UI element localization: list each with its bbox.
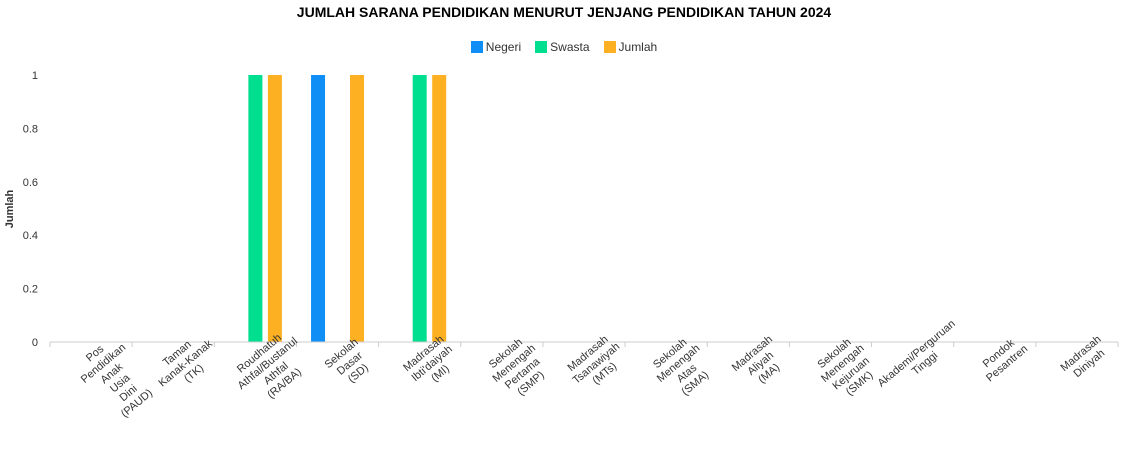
x-tick-label: SekolahDasar(SD) — [323, 336, 378, 391]
y-tick-label: 0.8 — [23, 123, 38, 135]
y-tick-label: 0.4 — [23, 230, 38, 242]
svg-text:PondokPesantren: PondokPesantren — [976, 333, 1030, 384]
bars-layer — [248, 75, 447, 342]
bar-swasta[interactable] — [412, 75, 427, 342]
svg-text:RoudhatuhAthfal/BustanulAthfal: RoudhatuhAthfal/BustanulAthfal(RA/BA) — [227, 325, 316, 412]
bar-jumlah[interactable] — [350, 75, 365, 342]
legend-item-jumlah[interactable]: Jumlah — [603, 40, 658, 54]
y-tick-label: 0.2 — [23, 284, 38, 296]
svg-text:MadrasahTsanawiyah(MTs): MadrasahTsanawiyah(MTs) — [562, 331, 630, 397]
x-tick-label: SekolahMenengahKejuruan(SMK) — [811, 332, 884, 404]
x-tick-label: MadrasahTsanawiyah(MTs) — [562, 331, 630, 397]
svg-text:SekolahMenengahKejuruan(SMK): SekolahMenengahKejuruan(SMK) — [811, 332, 884, 404]
svg-text:TamanKanak-Kanak(TK): TamanKanak-Kanak(TK) — [148, 328, 223, 400]
legend: Negeri Swasta Jumlah — [0, 40, 1128, 54]
svg-text:PosPendidikanAnakUsiaDini(PAUD: PosPendidikanAnakUsiaDini(PAUD) — [70, 332, 161, 426]
y-tick-label: 0.6 — [23, 177, 38, 189]
x-tick-label: PosPendidikanAnakUsiaDini(PAUD) — [70, 332, 161, 426]
bar-swasta[interactable] — [248, 75, 263, 342]
x-tick-label: PondokPesantren — [976, 333, 1031, 385]
x-tick-label: SekolahMenengahAtas(SMA) — [646, 332, 719, 404]
legend-swatch-negeri — [470, 41, 483, 53]
x-tick-label: RoudhatuhAthfal/BustanulAthfal(RA/BA) — [227, 325, 316, 412]
bar-negeri[interactable] — [311, 75, 326, 342]
svg-text:SekolahMenengahPertama(SMP): SekolahMenengahPertama(SMP) — [482, 332, 555, 404]
x-tick-label: Akademi/PerguruanTinggi — [876, 318, 967, 400]
legend-item-negeri[interactable]: Negeri — [470, 40, 522, 54]
x-tick-label: MadrasahDiniyah — [1058, 333, 1112, 384]
svg-text:Akademi/PerguruanTinggi: Akademi/PerguruanTinggi — [876, 318, 967, 400]
axis-layer: 0 0.2 0.4 0.6 0.8 1 PosPendidikanAnakUsiaDini(… — [23, 70, 1119, 426]
legend-label-negeri: Negeri — [485, 40, 522, 54]
bar-jumlah[interactable] — [267, 75, 282, 342]
svg-text:SekolahMenengahAtas(SMA): SekolahMenengahAtas(SMA) — [646, 332, 719, 404]
y-tick-label: 0 — [32, 337, 38, 349]
legend-swatch-jumlah — [603, 41, 616, 53]
legend-label-jumlah: Jumlah — [618, 40, 658, 54]
svg-text:SekolahDasar(SD): SekolahDasar(SD) — [323, 336, 378, 391]
legend-label-swasta: Swasta — [550, 40, 590, 54]
chart-title: JUMLAH SARANA PENDIDIKAN MENURUT JENJANG… — [296, 4, 832, 20]
y-axis-label: Jumlah — [4, 189, 16, 228]
bar-jumlah[interactable] — [432, 75, 447, 342]
svg-text:MadrasahDiniyah: MadrasahDiniyah — [1058, 333, 1112, 384]
x-tick-label: TamanKanak-Kanak(TK) — [148, 328, 223, 400]
x-tick-label: SekolahMenengahPertama(SMP) — [482, 332, 555, 404]
legend-swatch-swasta — [535, 41, 548, 53]
legend-item-swasta[interactable]: Swasta — [535, 40, 590, 54]
y-tick-label: 1 — [32, 70, 38, 82]
